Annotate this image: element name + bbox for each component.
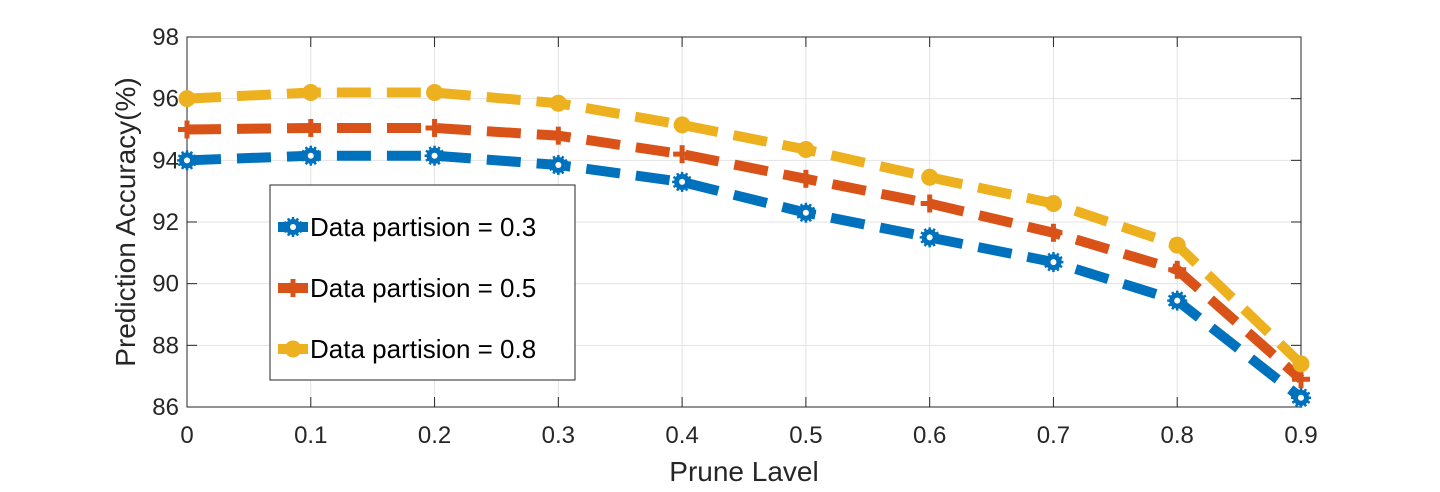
y-tick-label: 98 [152, 24, 179, 51]
x-tick-label: 0.8 [1161, 422, 1194, 449]
data-point [796, 169, 815, 188]
legend: Data partision = 0.3 Data partision = 0.5… [269, 184, 576, 381]
axes: 0 0.1 0.2 0.3 0.4 0.5 0.6 0.7 0.8 0.9 86 88 90 92 94 96… [152, 24, 1317, 449]
y-tick-label: 94 [152, 147, 179, 174]
legend-label: Data partision = 0.8 [310, 334, 536, 364]
marker-circle [673, 116, 691, 134]
data-point [1292, 370, 1310, 389]
data-point [424, 145, 445, 166]
data-point [673, 116, 691, 134]
series-line [186, 87, 1305, 368]
marker-center [184, 157, 190, 164]
x-axis-title: Prune Lavel [669, 456, 818, 487]
marker-center [555, 161, 562, 168]
y-axis-title: Prediction Accuracy(%) [110, 77, 141, 366]
data-point [425, 118, 444, 137]
series-group [177, 84, 1311, 408]
data-point [178, 90, 196, 108]
data-point [795, 202, 816, 223]
y-tick-label: 86 [152, 394, 179, 421]
marker-center [1298, 394, 1304, 401]
marker-circle [549, 94, 567, 112]
x-tick-label: 0.5 [789, 422, 822, 449]
data-point [921, 168, 939, 186]
legend-marker [284, 279, 302, 297]
marker-circle [178, 90, 196, 108]
legend-box [269, 184, 576, 381]
data-point [177, 150, 197, 171]
series-1 [177, 145, 1311, 408]
data-point [1043, 252, 1064, 273]
series-2 [178, 118, 1310, 389]
legend-label: Data partision = 0.5 [310, 273, 536, 303]
x-tick-label: 0 [180, 422, 193, 449]
legend-item: Data partision = 0.8 [278, 334, 536, 364]
marker-circle [1044, 195, 1062, 212]
data-point [919, 227, 940, 248]
marker-circle [302, 84, 320, 101]
data-point [920, 194, 939, 213]
data-point [301, 118, 320, 137]
marker-circle [921, 168, 939, 186]
marker-circle [426, 84, 444, 101]
marker-center [290, 224, 296, 230]
legend-marker [283, 217, 303, 237]
marker-center [307, 152, 314, 159]
data-point [673, 145, 692, 164]
x-tick-label: 0.4 [665, 422, 698, 449]
y-tick-label: 92 [152, 209, 179, 236]
data-point [797, 141, 815, 159]
data-point [549, 94, 567, 112]
marker-center [1174, 297, 1181, 304]
marker-center [926, 234, 933, 241]
x-tick-label: 0.1 [294, 422, 327, 449]
marker-circle [797, 141, 815, 159]
data-point [1168, 260, 1187, 279]
marker-center [679, 178, 686, 185]
data-point [178, 120, 196, 139]
x-tick-label: 0.7 [1037, 422, 1070, 449]
y-tick-label: 88 [152, 332, 179, 359]
legend-item: Data partision = 0.3 [278, 212, 536, 242]
x-tick-label: 0.9 [1284, 422, 1317, 449]
marker-center [431, 152, 438, 159]
marker-circle [284, 340, 302, 358]
marker-center [802, 209, 809, 216]
data-point [426, 84, 444, 101]
data-point [1167, 290, 1188, 311]
data-point [300, 145, 321, 166]
data-point [1168, 236, 1186, 254]
x-tick-label: 0.6 [913, 422, 946, 449]
x-tick-label: 0.2 [418, 422, 451, 449]
data-point [549, 126, 568, 145]
data-point [548, 154, 569, 175]
marker-circle [1292, 355, 1310, 373]
data-point [1044, 195, 1062, 212]
series-line [186, 150, 1305, 402]
marker-circle [1168, 236, 1186, 254]
series-3 [178, 84, 1310, 373]
y-tick-label: 90 [152, 271, 179, 298]
data-point [302, 84, 320, 101]
legend-item: Data partision = 0.5 [278, 273, 536, 303]
marker-center [1050, 259, 1057, 266]
data-point [1044, 223, 1063, 242]
x-tick-label: 0.3 [542, 422, 575, 449]
data-point [1291, 387, 1311, 408]
legend-marker [284, 340, 302, 358]
legend-label: Data partision = 0.3 [310, 212, 536, 242]
y-tick-label: 96 [152, 86, 179, 113]
data-point [1292, 355, 1310, 373]
data-point [672, 171, 693, 192]
series-line [186, 122, 1305, 383]
